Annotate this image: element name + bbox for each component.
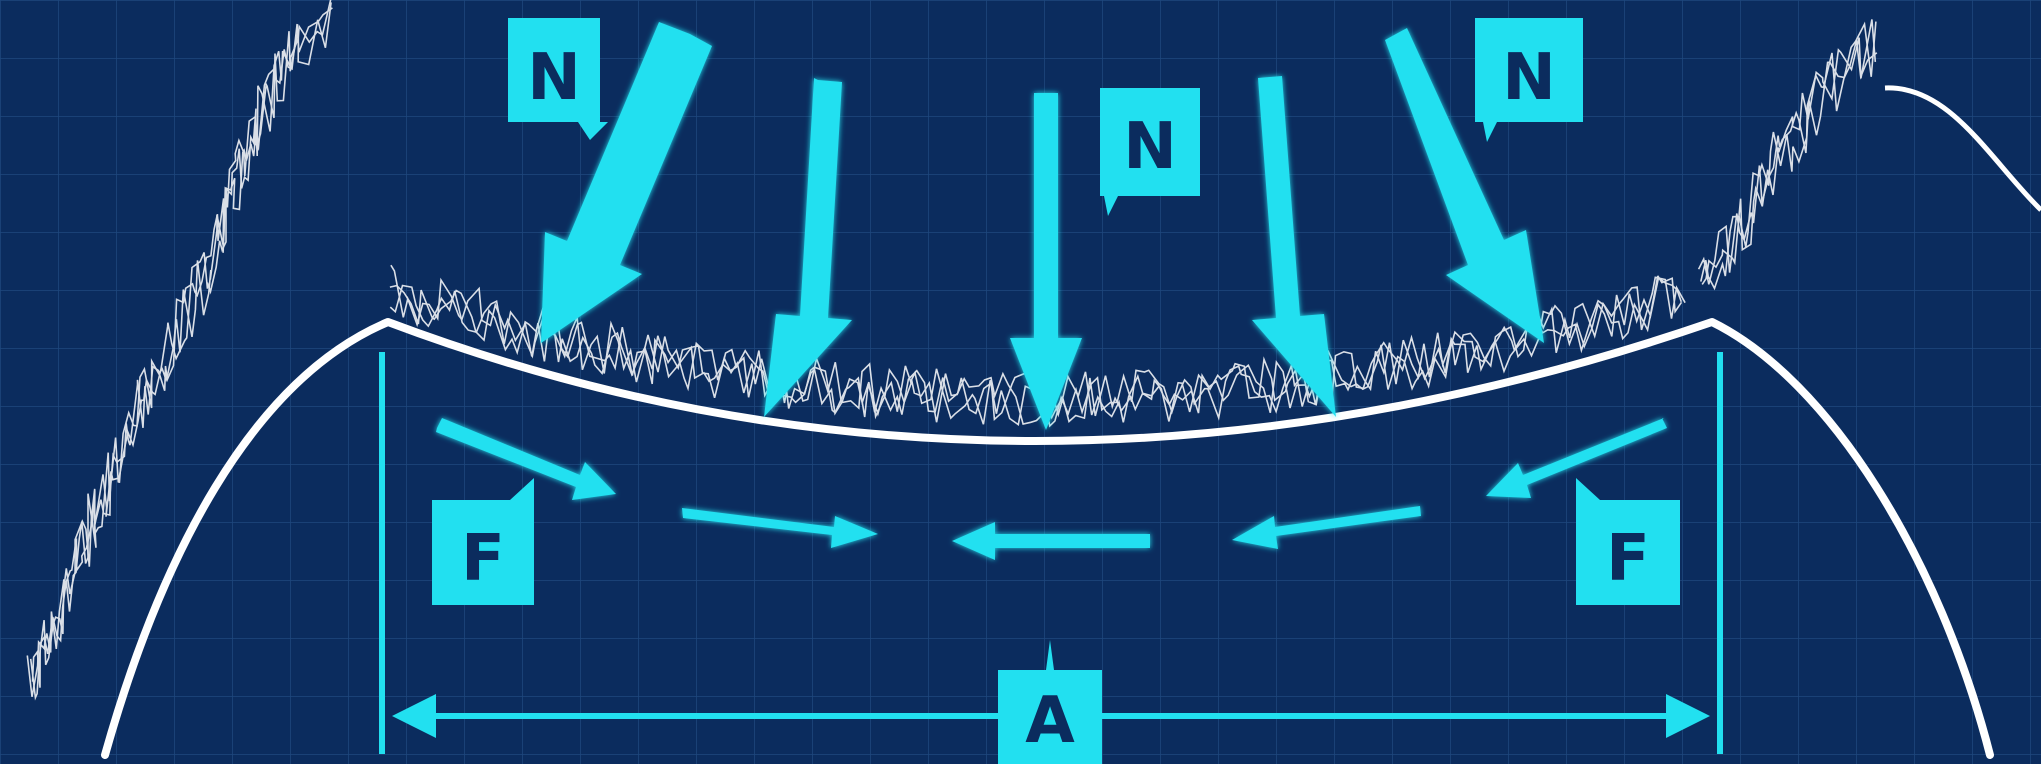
normal-force-arrow xyxy=(541,22,712,343)
friction-label: F xyxy=(461,522,505,596)
label-tag-n-right: N xyxy=(1475,18,1583,142)
normal-force-label: N xyxy=(1123,110,1177,184)
normal-force-arrow xyxy=(764,78,852,417)
friction-arrow xyxy=(682,508,878,548)
rough-surface-stroke xyxy=(1700,40,1878,291)
rough-surface-stroke xyxy=(31,7,333,688)
normal-force-arrow xyxy=(1385,28,1544,343)
normal-force-label: N xyxy=(527,41,581,115)
rough-surface-stroke xyxy=(1697,21,1877,285)
rough-surface-stroke xyxy=(29,2,332,701)
friction-arrow xyxy=(952,522,1150,560)
contact-surface-outline xyxy=(101,318,1994,759)
rough-surface-stroke xyxy=(389,275,1683,425)
label-tag-f-left: F xyxy=(432,478,534,605)
normal-force-arrow xyxy=(1010,93,1082,430)
label-tag-f-right: F xyxy=(1576,478,1680,605)
label-tag-a: A xyxy=(998,640,1102,764)
normal-force-label: N xyxy=(1502,41,1556,115)
rough-surface-stroke xyxy=(1701,19,1877,285)
friction-arrow xyxy=(1232,506,1421,549)
label-tag-n-left: N xyxy=(508,18,608,140)
friction-arrow xyxy=(436,418,616,500)
normal-force-arrow xyxy=(1252,76,1336,417)
label-tag-n-center: N xyxy=(1100,88,1200,216)
area-label: A xyxy=(1025,684,1075,758)
friction-arrow xyxy=(1486,418,1667,498)
right-tail-outline xyxy=(1884,85,2041,212)
friction-label: F xyxy=(1606,522,1650,596)
